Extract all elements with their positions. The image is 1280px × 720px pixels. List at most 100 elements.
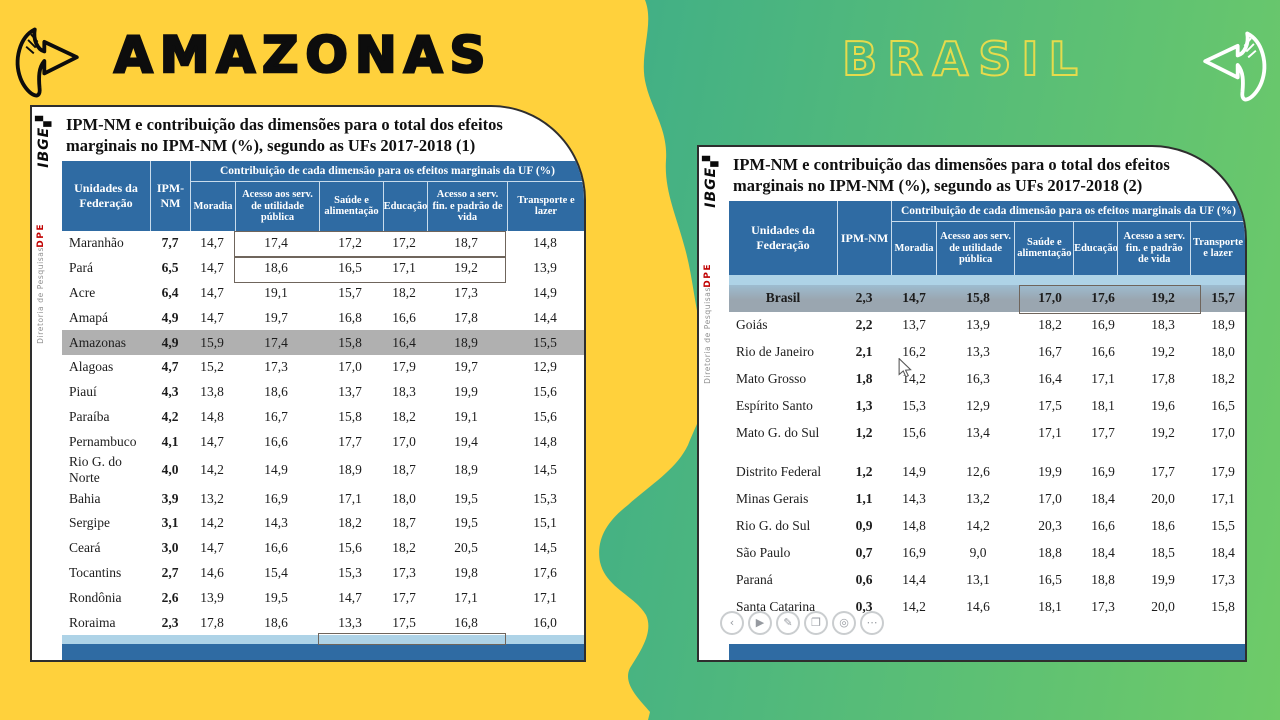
group-header: Contribuição de cada dimensão para os ef… — [191, 161, 584, 182]
value-cell: 13,7 — [338, 384, 362, 400]
uf-cell: Tocantins — [69, 565, 122, 581]
value-cell: 17,1 — [1211, 491, 1235, 507]
ipm-value-cell: 2,3 — [855, 290, 873, 306]
table-row: Pará 6,5 14,7 18,6 16,5 17,1 19,2 13,9 — [62, 255, 584, 283]
media-controls-overlay: ‹ ▶ ✎ ❐ ◎ ⋯ — [720, 611, 884, 635]
value-cell: 14,2 — [902, 599, 926, 615]
value-cell: 19,9 — [1151, 572, 1175, 588]
value-cell: 18,7 — [454, 235, 478, 251]
zoom-button[interactable]: ◎ — [832, 611, 856, 635]
value-cell: 15,1 — [533, 515, 557, 531]
value-cell: 14,8 — [902, 518, 926, 534]
ipm-value-cell: 1,8 — [855, 371, 873, 387]
previous-button[interactable]: ‹ — [720, 611, 744, 635]
value-cell: 17,7 — [338, 433, 362, 449]
uf-cell: Alagoas — [69, 359, 114, 375]
column-header-ipm: IPM-NM — [150, 160, 190, 231]
uf-cell: Rio G. do Norte — [69, 454, 122, 486]
value-cell: 14,6 — [966, 599, 990, 615]
ipm-value-cell: 1,2 — [855, 464, 873, 480]
value-cell: 14,7 — [902, 290, 926, 306]
value-cell: 13,4 — [966, 425, 990, 441]
table-row: Santa Catarina 0,3 14,2 14,6 18,1 17,3 20,0 15,… — [729, 594, 1245, 621]
value-cell: 18,9 — [454, 334, 478, 350]
ipm-value-cell: 1,3 — [855, 398, 873, 414]
ipm-value-cell: 4,0 — [161, 462, 179, 478]
more-button[interactable]: ⋯ — [860, 611, 884, 635]
uf-cell: Ceará — [69, 540, 101, 556]
value-cell: 14,4 — [533, 309, 557, 325]
value-cell: 17,3 — [264, 359, 288, 375]
value-cell: 17,2 — [392, 235, 416, 251]
value-cell: 13,9 — [966, 317, 990, 333]
uf-cell: Rio G. do Sul — [736, 518, 811, 534]
table-row: Ceará 3,0 14,7 16,6 15,6 18,2 20,5 14,5 — [62, 536, 584, 561]
value-cell: 17,3 — [1211, 572, 1235, 588]
value-cell: 19,6 — [1151, 398, 1175, 414]
table-row: Mato Grosso 1,8 14,2 16,3 16,4 17,1 17,8 18,2 — [729, 366, 1245, 393]
value-cell: 17,3 — [1091, 599, 1115, 615]
table-row: Amapá 4,9 14,7 19,7 16,8 16,6 17,8 14,4 — [62, 305, 584, 330]
column-header-uf: Unidades da Federação — [74, 181, 138, 210]
value-cell: 17,5 — [392, 614, 416, 630]
value-cell: 20,3 — [1038, 518, 1062, 534]
value-cell: 14,5 — [533, 462, 557, 478]
table-row: Mato G. do Sul 1,2 15,6 13,4 17,1 17,7 19,2 17,… — [729, 420, 1245, 447]
uf-cell: Minas Gerais — [736, 491, 809, 507]
copy-button[interactable]: ❐ — [804, 611, 828, 635]
value-cell: 16,7 — [264, 408, 288, 424]
value-cell: 16,6 — [1091, 518, 1115, 534]
value-cell: 15,2 — [200, 359, 224, 375]
column-header-dim: Saúde e alimentação — [319, 181, 383, 231]
value-cell: 14,7 — [200, 260, 224, 276]
table-row: Amazonas 4,9 15,9 17,4 15,8 16,4 18,9 15,5 — [62, 330, 584, 355]
value-cell: 17,8 — [1151, 371, 1175, 387]
value-cell: 16,0 — [533, 614, 557, 630]
play-button[interactable]: ▶ — [748, 611, 772, 635]
value-cell: 14,2 — [966, 518, 990, 534]
value-cell: 14,8 — [533, 235, 557, 251]
value-cell: 14,7 — [338, 589, 362, 605]
value-cell: 17,0 — [1038, 491, 1062, 507]
group-header: Contribuição de cada dimensão para os ef… — [892, 201, 1245, 222]
pencil-button[interactable]: ✎ — [776, 611, 800, 635]
value-cell: 19,2 — [1151, 425, 1175, 441]
value-cell: 17,6 — [1091, 290, 1115, 306]
value-cell: 19,2 — [1151, 344, 1175, 360]
ipm-value-cell: 1,1 — [855, 491, 873, 507]
value-cell: 20,0 — [1151, 491, 1175, 507]
uf-cell: Distrito Federal — [736, 464, 822, 480]
value-cell: 17,9 — [392, 359, 416, 375]
value-cell: 13,3 — [338, 614, 362, 630]
table-row: Bahia 3,9 13,2 16,9 17,1 18,0 19,5 15,3 — [62, 486, 584, 511]
value-cell: 17,7 — [392, 589, 416, 605]
column-header-uf: Unidades da Federação — [751, 223, 815, 252]
left-arrow-icon — [1203, 31, 1267, 102]
value-cell: 18,0 — [392, 490, 416, 506]
value-cell: 15,3 — [338, 565, 362, 581]
table-row: Brasil 2,3 14,7 15,8 17,0 17,6 19,2 15,7 — [729, 284, 1245, 314]
slide-title: IPM-NM e contribuição das dimensões para… — [733, 155, 1170, 196]
ipm-value-cell: 4,1 — [161, 433, 179, 449]
value-cell: 15,6 — [533, 384, 557, 400]
value-cell: 18,9 — [1211, 317, 1235, 333]
table-row: Paraná 0,6 14,4 13,1 16,5 18,8 19,9 17,3 — [729, 567, 1245, 594]
ipm-value-cell: 4,9 — [161, 309, 179, 325]
ipm-value-cell: 3,0 — [161, 540, 179, 556]
value-cell: 19,1 — [454, 408, 478, 424]
value-cell: 17,8 — [200, 614, 224, 630]
value-cell: 14,7 — [200, 235, 224, 251]
value-cell: 18,8 — [1091, 572, 1115, 588]
value-cell: 16,6 — [392, 309, 416, 325]
column-header-dim: Acesso aos serv. de utilidade pública — [235, 181, 319, 231]
ipm-value-cell: 2,2 — [855, 317, 873, 333]
ipm-value-cell: 1,2 — [855, 425, 873, 441]
value-cell: 18,6 — [1151, 518, 1175, 534]
value-cell: 17,1 — [338, 490, 362, 506]
uf-cell: Paraíba — [69, 408, 110, 424]
value-cell: 18,2 — [338, 515, 362, 531]
column-header-ipm: IPM-NM — [837, 200, 891, 275]
value-cell: 16,8 — [454, 614, 478, 630]
value-cell: 14,9 — [533, 284, 557, 300]
value-cell: 14,9 — [264, 462, 288, 478]
